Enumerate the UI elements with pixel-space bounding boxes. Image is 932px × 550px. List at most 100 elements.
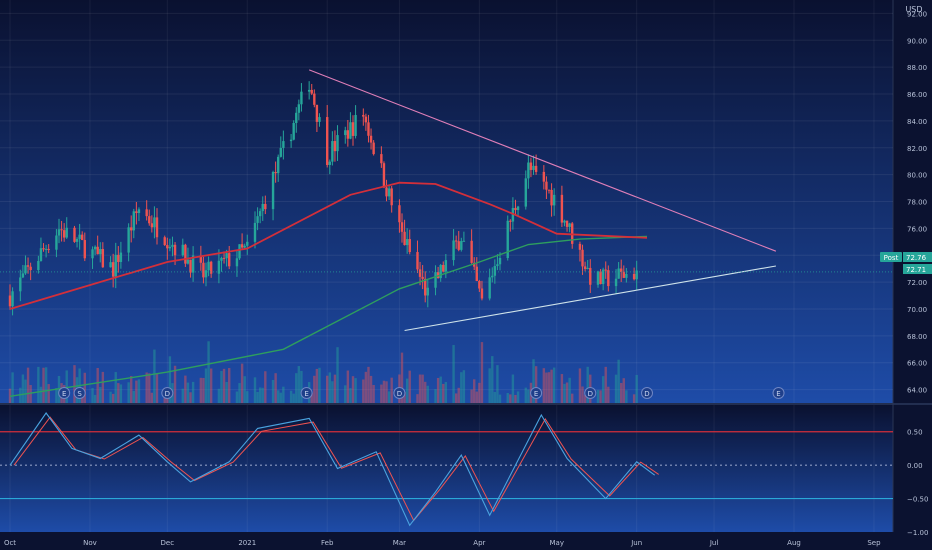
candle-body: [635, 270, 638, 280]
candle-body: [274, 172, 277, 174]
event-marker: [584, 387, 597, 399]
candle-body: [297, 104, 301, 113]
candle-body: [91, 249, 94, 259]
price-tick-label: 64.00: [907, 387, 927, 395]
currency-label[interactable]: USD: [905, 5, 922, 14]
candle-body: [135, 211, 138, 214]
candle-body: [189, 259, 192, 273]
candle-body: [607, 270, 610, 287]
price-tick-label: 88.00: [907, 64, 927, 72]
price-pane[interactable]: [0, 0, 893, 403]
volume-bar: [93, 394, 97, 403]
candlestick-series: [8, 81, 638, 316]
volume-bar: [73, 365, 76, 403]
osc-tick-label: −0.50: [907, 496, 928, 504]
candle-body: [29, 266, 32, 270]
candle-body: [369, 135, 373, 143]
volume-bar: [408, 370, 411, 403]
time-tick-label: Nov: [83, 539, 97, 547]
event-marker-letter: E: [534, 390, 538, 398]
candle-body: [331, 141, 334, 162]
candle-body: [620, 268, 623, 272]
moving-average-slow: [9, 235, 648, 397]
volume-bar: [434, 389, 437, 403]
volume-bar: [604, 366, 607, 403]
candle-body: [168, 246, 172, 249]
candle-body: [596, 271, 600, 285]
candle-body: [442, 264, 445, 272]
candle-body: [37, 260, 40, 270]
candle-body: [277, 156, 280, 174]
candle-body: [300, 91, 303, 105]
volume-bar: [99, 387, 102, 403]
volume-bar: [119, 384, 123, 403]
candle-body: [344, 130, 347, 136]
event-marker: [300, 387, 313, 399]
candle-body: [199, 255, 203, 263]
candle-body: [426, 287, 429, 296]
osc-main-line: [9, 412, 656, 527]
volume-bar: [37, 366, 40, 403]
volume-bar: [57, 375, 61, 403]
oscillator-pane[interactable]: [0, 405, 893, 532]
event-marker: [161, 387, 174, 399]
time-tick-label: Jul: [709, 539, 719, 547]
volume-bar: [426, 385, 429, 403]
candle-body: [462, 240, 466, 242]
volume-bar: [47, 384, 50, 403]
candle-body: [387, 188, 391, 197]
candle-body: [310, 89, 313, 94]
candle-body: [349, 122, 352, 139]
price-tick-label: 70.00: [907, 306, 927, 314]
candle-body: [578, 243, 582, 250]
candle-body: [24, 265, 27, 274]
volume-bar: [436, 377, 440, 403]
candle-body: [184, 244, 187, 264]
volume-bar: [150, 392, 154, 403]
candle-body: [568, 223, 571, 227]
candle-body: [238, 244, 241, 259]
volume-bar: [318, 367, 321, 403]
volume-bar: [145, 372, 148, 403]
volume-bar: [328, 372, 331, 403]
candle-body: [470, 240, 473, 263]
volume-bar: [506, 392, 509, 403]
time-tick-label: May: [549, 539, 563, 547]
price-tick-label: 82.00: [907, 145, 927, 153]
candle-body: [545, 181, 548, 190]
volume-bar: [228, 368, 231, 403]
candle-body: [109, 262, 112, 268]
time-axis[interactable]: Oct Nov Dec 2021 Feb Mar Apr May Jun Jul Aug Sep: [4, 539, 881, 547]
volume-bar: [289, 390, 293, 403]
candle-body: [83, 240, 86, 259]
candle-body: [527, 162, 530, 179]
candle-body: [439, 264, 442, 279]
candle-body: [516, 206, 520, 211]
volume-bar: [632, 394, 636, 403]
candle-body: [209, 261, 213, 274]
volume-bar: [578, 368, 582, 403]
price-axis[interactable]: 92.00 90.00 88.00 86.00 84.00 82.00 80.00 78.00…: [907, 10, 927, 394]
candle-body: [333, 141, 337, 152]
event-marker-letter: D: [397, 390, 402, 398]
candle-body: [261, 203, 264, 212]
event-marker-letter: D: [588, 390, 593, 398]
candle-body: [326, 117, 329, 165]
volume-bar: [460, 372, 463, 403]
candle-body: [111, 262, 115, 277]
candle-body: [246, 241, 249, 246]
volume-bar: [547, 372, 551, 403]
candle-body: [491, 275, 494, 278]
volume-bar: [509, 394, 512, 403]
candle-body: [583, 266, 587, 269]
oscillator-axis[interactable]: 0.50 0.00 −0.50 −1.00: [907, 429, 928, 537]
candle-body: [289, 139, 293, 142]
volume-bar: [11, 372, 14, 403]
candle-body: [506, 220, 509, 258]
event-marker-letter: D: [165, 390, 170, 398]
volume-bar: [202, 377, 205, 403]
candle-body: [173, 244, 177, 256]
event-marker-letter: D: [644, 390, 649, 398]
time-tick-label: Feb: [321, 539, 334, 547]
